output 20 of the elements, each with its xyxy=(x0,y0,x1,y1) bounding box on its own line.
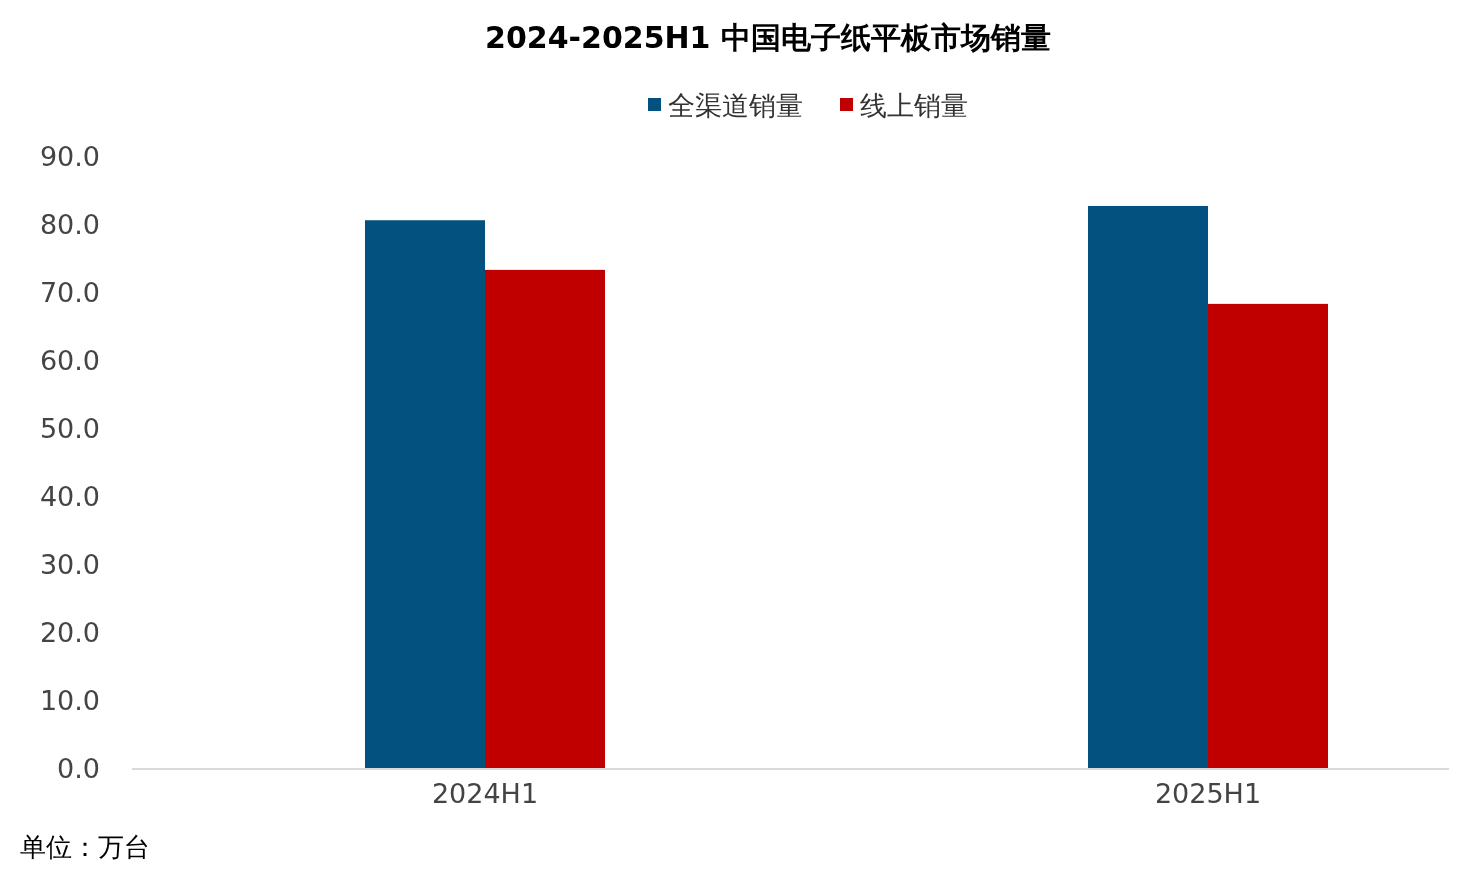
legend-label: 线上销量 xyxy=(860,90,968,121)
bar xyxy=(485,269,605,769)
y-tick-label: 60.0 xyxy=(39,345,100,377)
y-tick-label: 70.0 xyxy=(39,277,100,309)
chart-title: 2024-2025H1 中国电子纸平板市场销量 xyxy=(485,20,1051,55)
legend-label: 全渠道销量 xyxy=(668,90,803,121)
x-tick-label: 2025H1 xyxy=(1154,778,1262,809)
y-tick-label: 80.0 xyxy=(39,209,100,241)
y-tick-label: 40.0 xyxy=(39,481,100,513)
y-tick-label: 0.0 xyxy=(57,753,100,785)
y-tick-label: 30.0 xyxy=(39,549,100,581)
text: 单位：万台 xyxy=(20,832,150,862)
bar xyxy=(1208,303,1328,769)
bar xyxy=(1088,205,1208,769)
y-tick-label: 20.0 xyxy=(39,617,100,649)
y-tick-label: 10.0 xyxy=(39,685,100,717)
y-tick-label: 50.0 xyxy=(39,413,100,445)
x-tick-label: 2024H1 xyxy=(431,778,539,809)
y-tick-label: 90.0 xyxy=(39,141,100,173)
bar xyxy=(365,220,485,769)
